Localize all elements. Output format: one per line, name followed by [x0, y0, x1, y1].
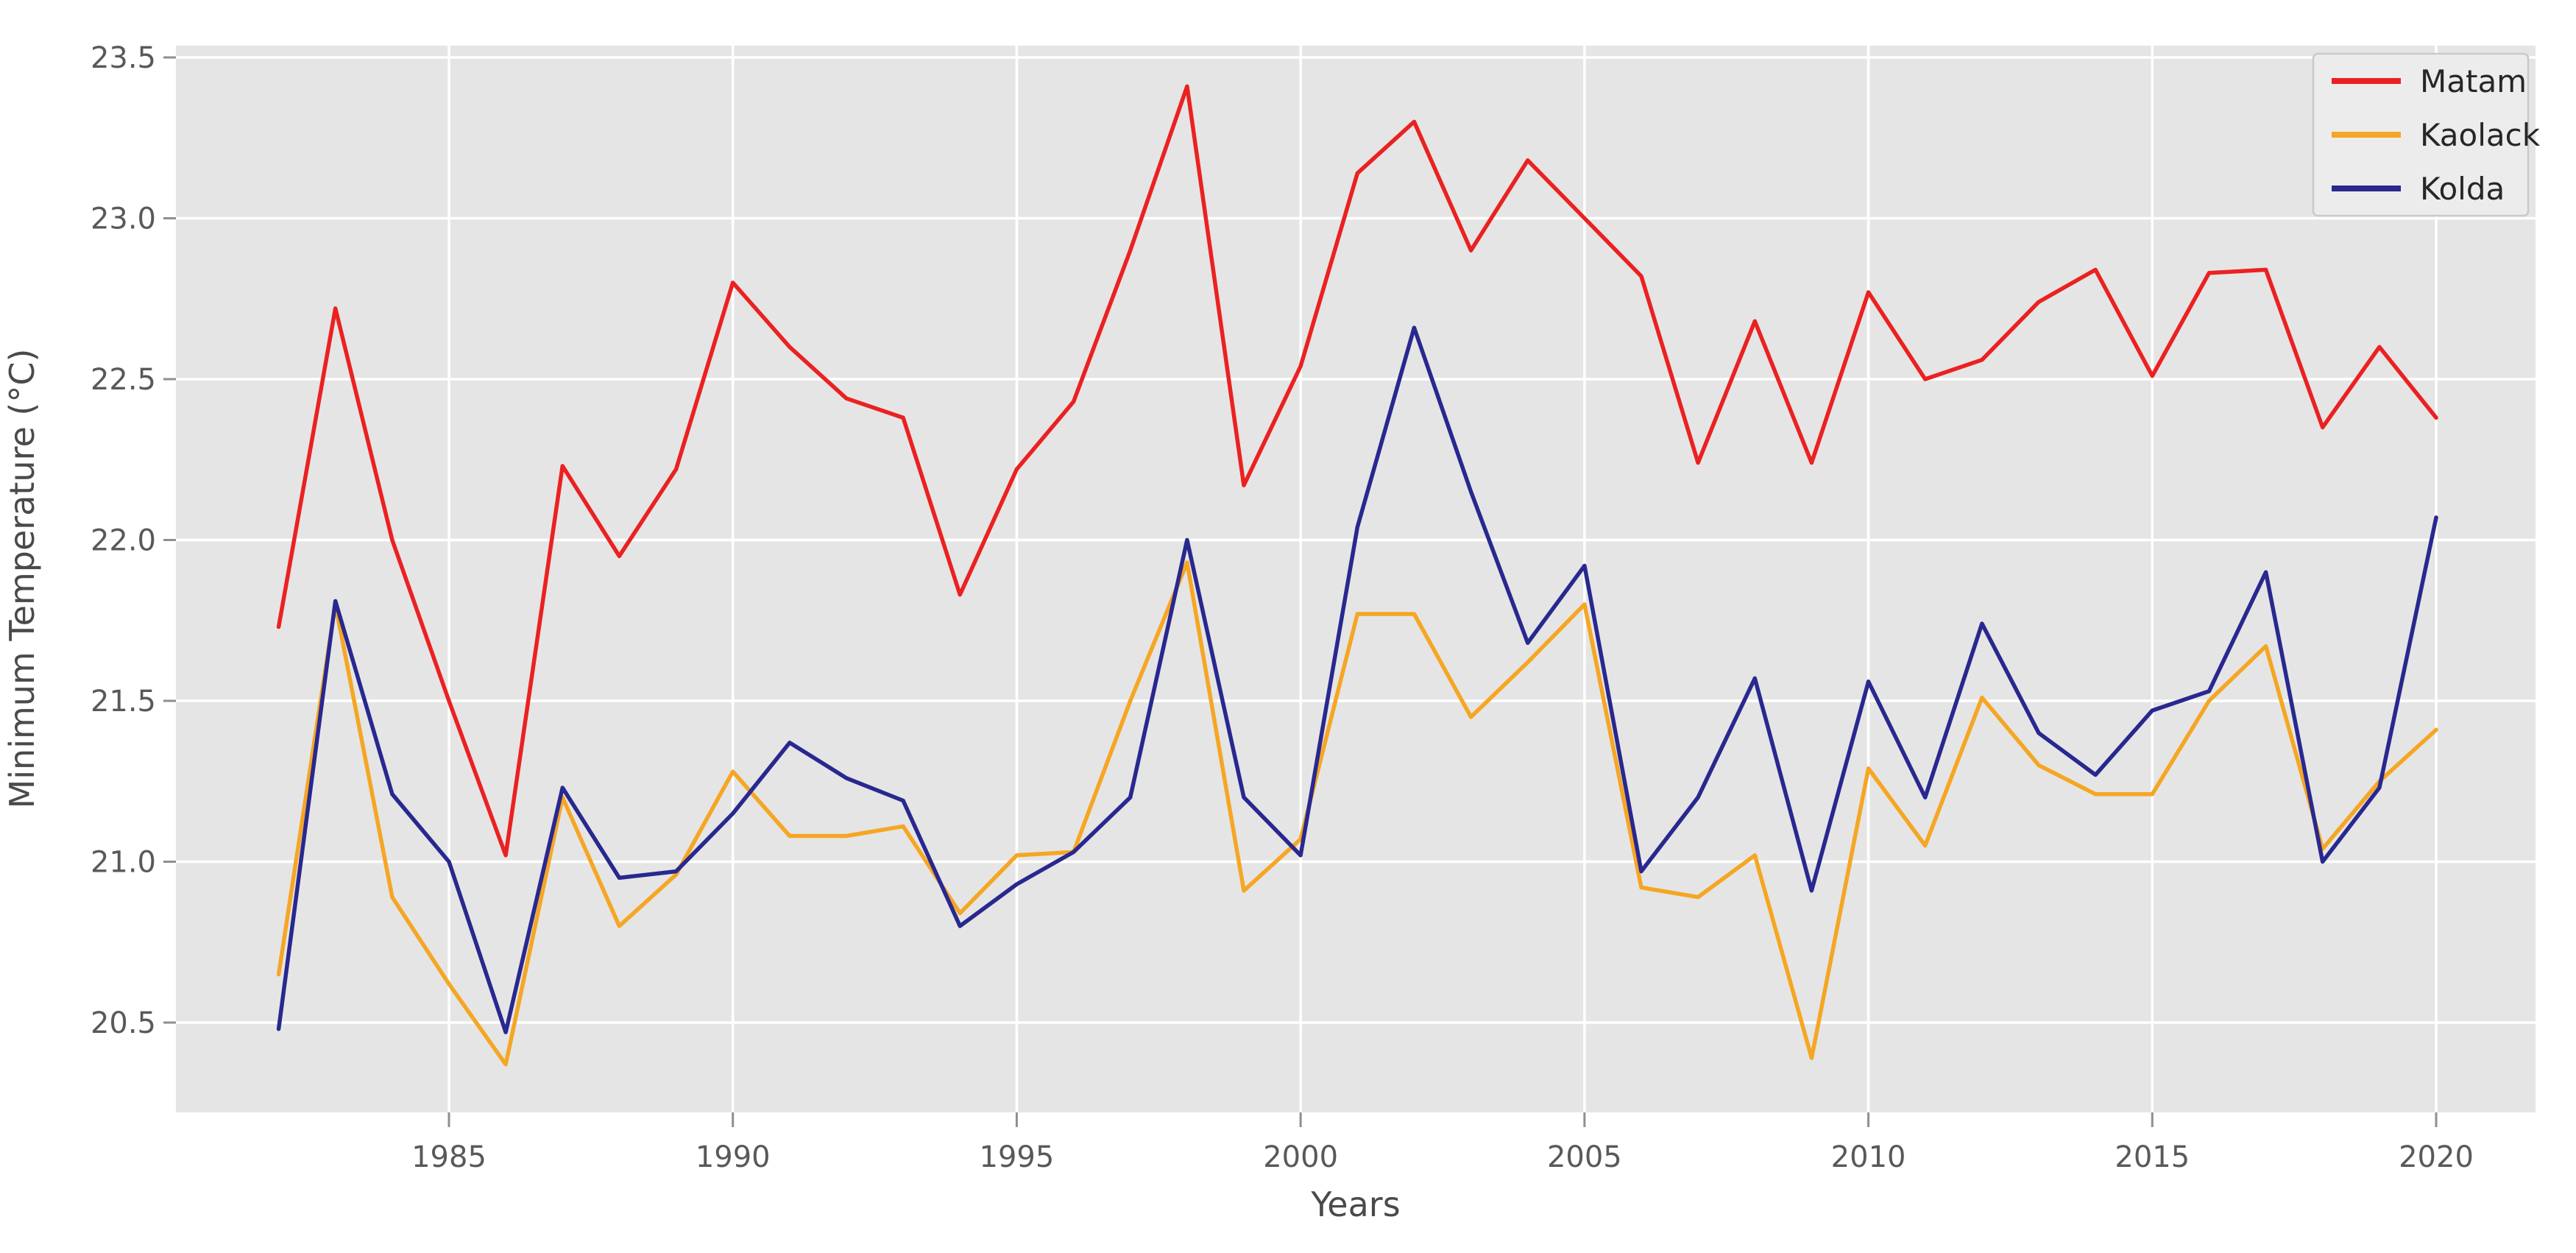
legend-label-kaolack: Kaolack	[2420, 117, 2541, 153]
legend: Matam Kaolack Kolda	[2312, 52, 2541, 217]
legend-box	[2312, 52, 2530, 217]
x-tick-label-1990: 1990	[696, 1140, 771, 1174]
gridlines	[176, 46, 2536, 1112]
x-tick-label-2005: 2005	[1547, 1140, 1622, 1174]
x-tick-label-2015: 2015	[2115, 1140, 2190, 1174]
series-line-matam	[276, 84, 2438, 858]
y-tick-label-23.0: 23.0	[91, 202, 156, 236]
tick-marks	[163, 56, 2438, 1127]
series-line-kaolack	[276, 560, 2438, 1067]
y-tick-label-20.5: 20.5	[91, 1006, 156, 1040]
tick-labels: 23.5 23.0 22.5 22.0 21.5 21.0 20.5 1985 1990 1995…	[91, 41, 2474, 1174]
x-tick-label-1995: 1995	[980, 1140, 1055, 1174]
x-tick-label-1985: 1985	[411, 1140, 486, 1174]
y-tick-label-21.5: 21.5	[91, 685, 156, 719]
y-tick-label-22.0: 22.0	[91, 524, 156, 558]
y-tick-label-22.5: 22.5	[91, 363, 156, 397]
x-tick-label-2000: 2000	[1263, 1140, 1338, 1174]
legend-label-matam: Matam	[2420, 63, 2527, 99]
series-line-kolda	[276, 325, 2438, 1034]
y-tick-label-21.0: 21.0	[91, 846, 156, 880]
x-tick-label-2020: 2020	[2399, 1140, 2474, 1174]
y-axis-title: Minimum Temperature (°C)	[2, 349, 42, 809]
x-tick-label-2010: 2010	[1831, 1140, 1906, 1174]
x-axis-title: Years	[1310, 1185, 1400, 1224]
series-lines	[276, 84, 2438, 1067]
legend-label-kolda: Kolda	[2420, 171, 2505, 207]
y-tick-label-23.5: 23.5	[91, 41, 156, 75]
plot-area	[176, 46, 2536, 1112]
